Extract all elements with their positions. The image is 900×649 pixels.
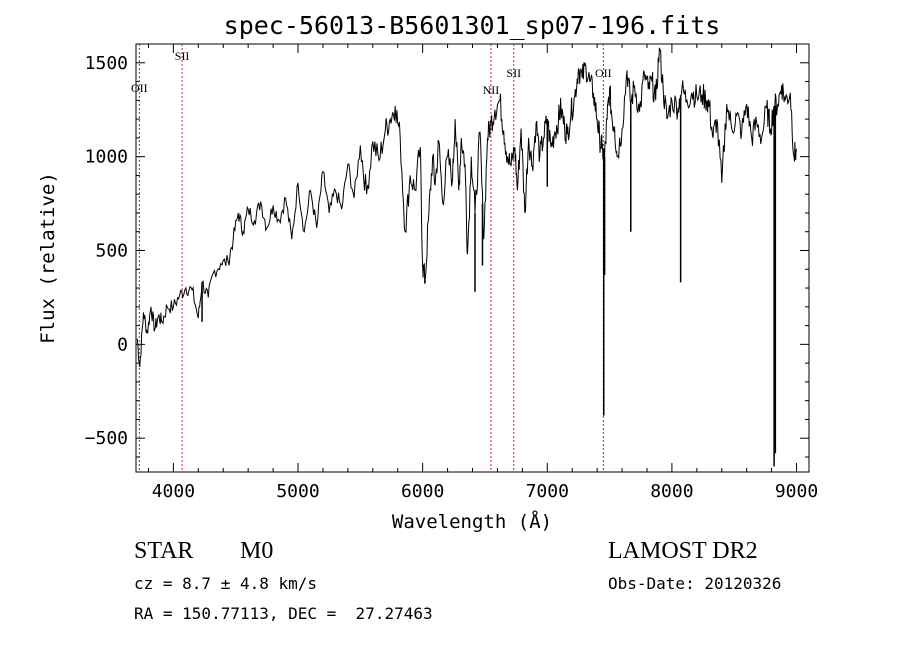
y-tick-label: 1000: [85, 147, 128, 168]
x-tick-label: 6000: [401, 481, 444, 502]
axes: 4000 5000 6000 7000 8000 9000 −500 0 500 1000 1500: [85, 44, 818, 502]
emission-line-markers: OII SII NII SII OII: [131, 44, 612, 472]
x-axis-label: Wavelength (Å): [392, 510, 552, 533]
spectrum-line: [136, 47, 797, 367]
chart-title: spec-56013-B5601301_sp07-196.fits: [224, 11, 721, 40]
object-type: STAR: [134, 538, 194, 564]
x-tick-label: 4000: [152, 481, 195, 502]
x-tick-label: 9000: [775, 481, 818, 502]
x-tick-label: 5000: [276, 481, 319, 502]
y-tick-label: 500: [95, 240, 128, 261]
x-tick-label: 7000: [526, 481, 569, 502]
spectrum-series: [136, 47, 797, 467]
subclass: M0: [240, 538, 274, 564]
emission-line-label: SII: [175, 49, 190, 63]
obs-date: Obs-Date: 20120326: [608, 574, 782, 593]
emission-line-label: SII: [506, 66, 521, 80]
y-tick-label: 1500: [85, 53, 128, 74]
x-tick-label: 8000: [650, 481, 693, 502]
emission-line-label: OII: [131, 81, 148, 95]
y-tick-label: −500: [85, 428, 128, 449]
emission-line-label: NII: [483, 83, 500, 97]
coordinates: RA = 150.77113, DEC = 27.27463: [134, 604, 433, 623]
y-tick-label: 0: [117, 334, 128, 355]
survey-name: LAMOST DR2: [608, 538, 758, 564]
y-axis-label: Flux (relative): [37, 172, 59, 344]
redshift-velocity: cz = 8.7 ± 4.8 km/s: [134, 574, 318, 593]
emission-line-label: OII: [595, 66, 612, 80]
